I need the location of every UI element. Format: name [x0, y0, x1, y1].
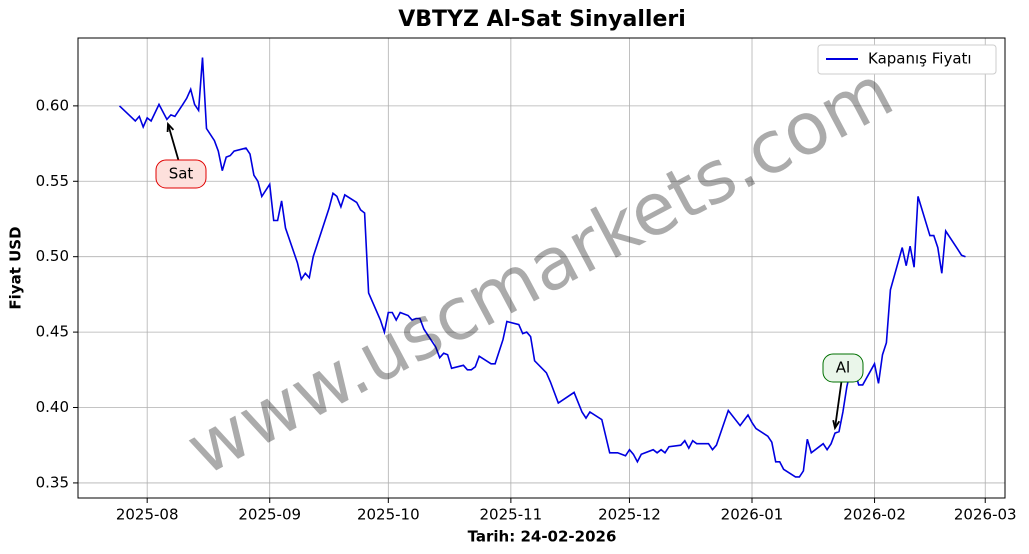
- annotation-box: [822, 353, 864, 383]
- x-tick-label: 2025-11: [480, 506, 543, 524]
- annotation-arrow: [167, 123, 180, 161]
- x-tick-label: 2025-09: [238, 506, 301, 524]
- legend-box: [817, 44, 997, 75]
- annotation-text: Al: [836, 359, 850, 377]
- y-tick-label: 0.40: [36, 398, 69, 416]
- annotation-arrow: [834, 381, 843, 429]
- plot-frame: [77, 37, 1006, 499]
- y-tick-label: 0.60: [36, 96, 69, 114]
- watermark: www.uscmarkets.com: [173, 49, 906, 492]
- y-axis-label: Fiyat USD: [7, 226, 25, 309]
- x-tick-label: 2025-08: [116, 506, 179, 524]
- y-tick-label: 0.55: [36, 172, 69, 190]
- x-tick-label: 2026-03: [954, 506, 1017, 524]
- price-line: [118, 57, 966, 478]
- x-axis-label: Tarih: 24-02-2026: [468, 528, 617, 546]
- legend-label: Kapanış Fiyatı: [868, 50, 972, 68]
- annotation-box: [155, 159, 207, 189]
- x-tick-label: 2026-02: [843, 506, 906, 524]
- annotation-text: Sat: [169, 165, 194, 183]
- y-tick-label: 0.50: [36, 247, 69, 265]
- y-tick-label: 0.35: [36, 473, 69, 491]
- y-tick-label: 0.45: [36, 323, 69, 341]
- annotation-arrowhead: [832, 420, 841, 431]
- x-tick-label: 2025-10: [357, 506, 420, 524]
- x-tick-label: 2026-01: [721, 506, 784, 524]
- x-tick-label: 2025-12: [598, 506, 661, 524]
- chart-title: VBTYZ Al-Sat Sinyalleri: [398, 7, 686, 32]
- annotation-arrowhead: [166, 121, 175, 133]
